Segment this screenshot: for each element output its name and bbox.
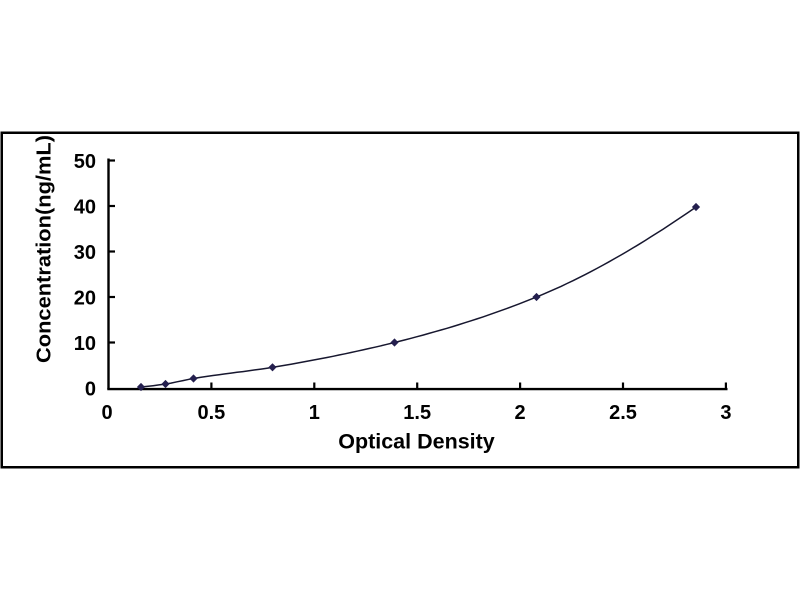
svg-text:40: 40	[74, 197, 96, 219]
svg-text:30: 30	[74, 242, 96, 264]
svg-text:20: 20	[74, 288, 96, 310]
svg-text:0.5: 0.5	[197, 402, 225, 424]
svg-text:10: 10	[74, 333, 96, 355]
svg-text:0: 0	[101, 402, 112, 424]
svg-text:1.5: 1.5	[403, 402, 431, 424]
svg-text:Optical Density: Optical Density	[338, 430, 495, 454]
svg-text:1: 1	[309, 402, 320, 424]
svg-text:3: 3	[720, 402, 731, 424]
svg-text:50: 50	[74, 151, 96, 173]
svg-text:2.5: 2.5	[609, 402, 637, 424]
svg-text:0: 0	[85, 379, 96, 401]
svg-text:Concentration(ng/mL): Concentration(ng/mL)	[34, 135, 56, 363]
svg-text:2: 2	[515, 402, 526, 424]
